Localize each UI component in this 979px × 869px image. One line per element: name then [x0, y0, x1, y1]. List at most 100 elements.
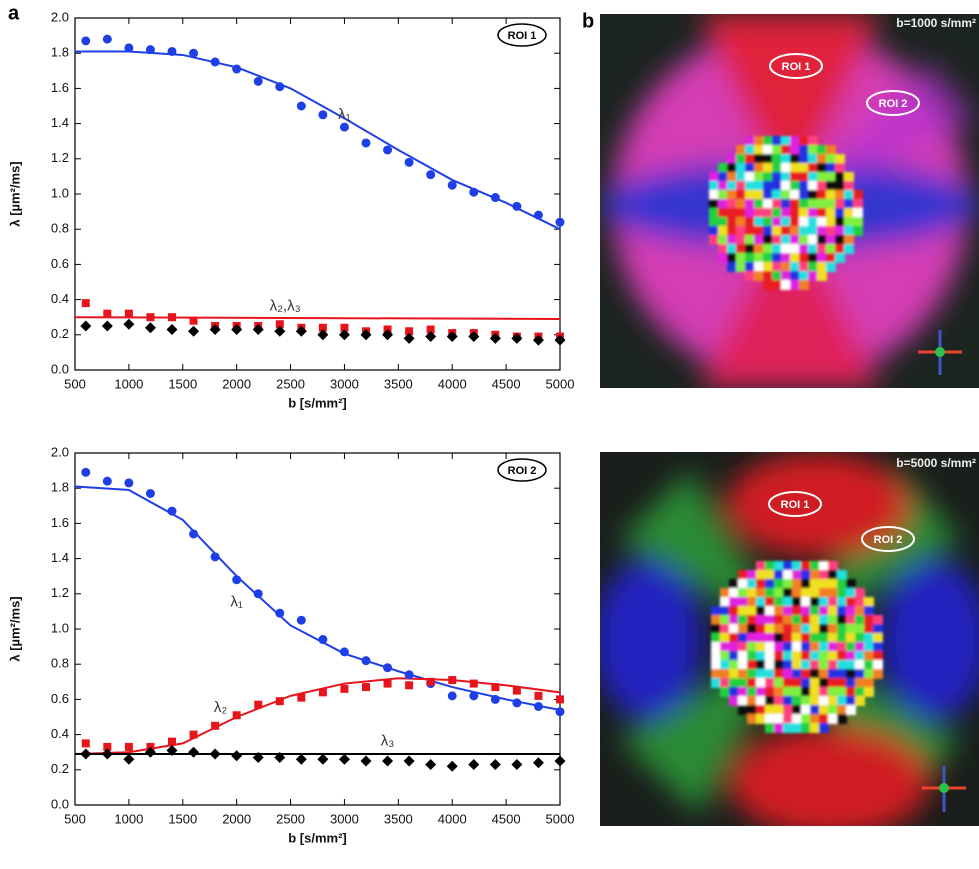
texture-cell — [756, 570, 766, 580]
fit-line — [74, 316, 561, 320]
data-point — [295, 325, 307, 337]
texture-cell — [837, 687, 847, 697]
texture-cell — [799, 172, 809, 182]
roi-badge-label: ROI 2 — [508, 465, 537, 477]
texture-cell — [844, 217, 854, 227]
texture-cell — [772, 235, 782, 245]
texture-cell — [747, 696, 757, 706]
texture-cell — [799, 271, 809, 281]
texture-cell — [792, 570, 802, 580]
texture-cell — [810, 588, 820, 598]
texture-cell — [835, 253, 845, 263]
texture-cell — [826, 199, 836, 209]
texture-cell — [801, 660, 811, 670]
texture-cell — [808, 244, 818, 254]
texture-cell — [808, 235, 818, 245]
texture-cell — [781, 262, 791, 272]
texture-cell — [817, 271, 827, 281]
texture-cell — [801, 651, 811, 661]
annotation: λ₃ — [381, 733, 395, 750]
y-tick-label: 0.0 — [51, 361, 69, 376]
texture-cell — [801, 570, 811, 580]
texture-cell — [828, 714, 838, 724]
data-point — [81, 467, 91, 477]
texture-cell — [756, 696, 766, 706]
texture-cell — [729, 588, 739, 598]
data-point — [425, 759, 437, 771]
texture-cell — [781, 190, 791, 200]
y-tick-label: 1.6 — [51, 515, 69, 530]
texture-cell — [738, 624, 748, 634]
data-point — [382, 755, 394, 767]
texture-cell — [729, 687, 739, 697]
texture-cell — [745, 253, 755, 263]
texture-cell — [718, 163, 728, 173]
texture-cell — [745, 199, 755, 209]
texture-cell — [819, 579, 829, 589]
texture-cell — [727, 253, 737, 263]
texture-cell — [772, 190, 782, 200]
texture-cell — [754, 163, 764, 173]
x-tick-label: 3000 — [330, 376, 359, 391]
texture-cell — [810, 651, 820, 661]
texture-cell — [736, 172, 746, 182]
texture-cell — [774, 561, 784, 571]
data-point — [124, 309, 133, 318]
texture-cell — [837, 570, 847, 580]
texture-cell — [790, 163, 800, 173]
texture-cell — [763, 226, 773, 236]
texture-cell — [810, 606, 820, 616]
data-point — [146, 313, 155, 322]
data-point — [489, 759, 501, 771]
texture-cell — [828, 597, 838, 607]
data-point — [81, 739, 90, 748]
texture-cell — [736, 163, 746, 173]
texture-cell — [792, 633, 802, 643]
data-point — [512, 686, 521, 695]
texture-cell — [810, 642, 820, 652]
data-point — [469, 187, 479, 197]
texture-cell — [801, 624, 811, 634]
data-point — [338, 753, 350, 765]
data-point — [123, 753, 135, 765]
data-point — [425, 331, 437, 343]
texture-cell — [790, 217, 800, 227]
texture-cell — [873, 624, 883, 634]
texture-cell — [790, 136, 800, 146]
texture-cell — [765, 669, 775, 679]
data-point — [275, 82, 285, 92]
x-tick-label: 4500 — [492, 811, 521, 826]
texture-cell — [720, 642, 730, 652]
texture-cell — [774, 705, 784, 715]
texture-cell — [846, 705, 856, 715]
image-label: b=1000 s/mm² — [896, 16, 976, 30]
x-tick-label: 2500 — [276, 811, 305, 826]
x-tick-label: 3500 — [384, 376, 413, 391]
texture-cell — [772, 262, 782, 272]
texture-cell — [781, 154, 791, 164]
texture-cell — [763, 253, 773, 263]
texture-cell — [808, 163, 818, 173]
texture-cell — [718, 217, 728, 227]
texture-cell — [810, 633, 820, 643]
texture-cell — [799, 208, 809, 218]
texture-cell — [846, 624, 856, 634]
texture-cell — [799, 253, 809, 263]
texture-cell — [783, 696, 793, 706]
data-point — [426, 677, 435, 686]
texture-cell — [754, 199, 764, 209]
texture-cell — [810, 624, 820, 634]
data-point — [405, 681, 414, 690]
texture-cell — [810, 597, 820, 607]
texture-cell — [774, 606, 784, 616]
texture-cell — [738, 588, 748, 598]
texture-cell — [738, 678, 748, 688]
texture-cell — [720, 669, 730, 679]
texture-cell — [729, 579, 739, 589]
texture-cell — [774, 570, 784, 580]
texture-cell — [819, 723, 829, 733]
texture-cell — [783, 633, 793, 643]
texture-cell — [781, 172, 791, 182]
texture-cell — [792, 597, 802, 607]
x-tick-label: 1000 — [114, 811, 143, 826]
